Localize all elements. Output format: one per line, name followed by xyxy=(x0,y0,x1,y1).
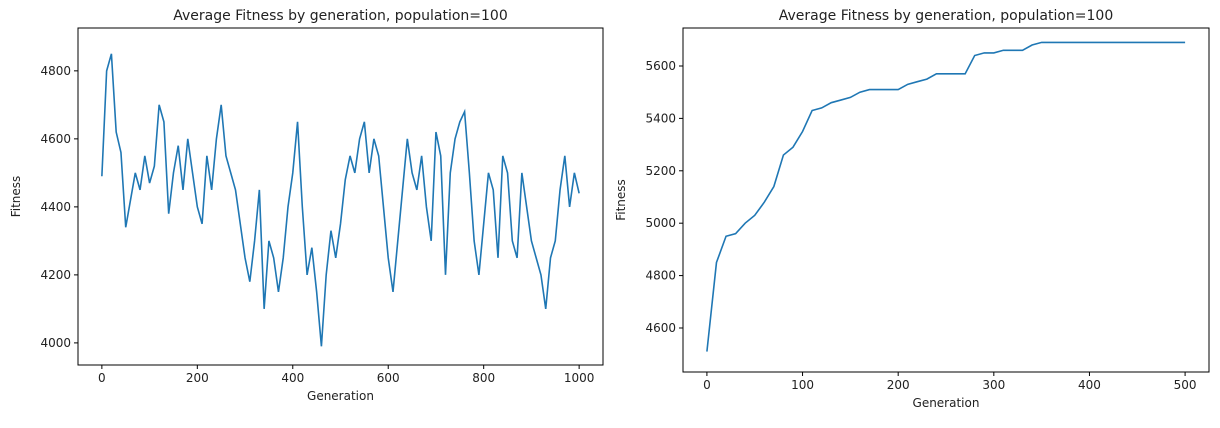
x-tick-label: 800 xyxy=(472,371,495,385)
x-tick-label: 600 xyxy=(377,371,400,385)
line-series xyxy=(706,41,1186,352)
x-tick-label: 300 xyxy=(982,378,1005,392)
x-axis-label: Generation xyxy=(913,396,980,410)
x-tick-label: 100 xyxy=(791,378,814,392)
y-tick-label: 4400 xyxy=(40,200,71,214)
y-tick-label: 4600 xyxy=(40,132,71,146)
y-tick-label: 5400 xyxy=(645,111,676,125)
x-tick-label: 400 xyxy=(1078,378,1101,392)
y-tick-label: 4000 xyxy=(40,336,71,350)
y-tick-label: 4600 xyxy=(645,321,676,335)
y-tick-label: 5600 xyxy=(645,59,676,73)
x-tick-label: 1000 xyxy=(564,371,595,385)
y-tick-label: 4800 xyxy=(40,64,71,78)
y-tick-label: 5200 xyxy=(645,164,676,178)
x-axis-label: Generation xyxy=(307,389,374,403)
y-tick-label: 4200 xyxy=(40,268,71,282)
y-axis-label: Fitness xyxy=(614,179,628,221)
y-tick-label: 4800 xyxy=(645,269,676,283)
x-tick-label: 400 xyxy=(281,371,304,385)
x-tick-label: 200 xyxy=(887,378,910,392)
y-tick-label: 5000 xyxy=(645,216,676,230)
x-tick-label: 0 xyxy=(98,371,106,385)
x-tick-label: 0 xyxy=(703,378,711,392)
axes-frame xyxy=(682,27,1210,373)
line-series xyxy=(101,53,580,347)
x-tick-label: 500 xyxy=(1174,378,1197,392)
y-axis-label: Fitness xyxy=(9,176,23,218)
chart-title: Average Fitness by generation, populatio… xyxy=(173,8,508,24)
axes-frame xyxy=(77,27,604,366)
chart-title: Average Fitness by generation, populatio… xyxy=(779,8,1114,24)
x-tick-label: 200 xyxy=(186,371,209,385)
